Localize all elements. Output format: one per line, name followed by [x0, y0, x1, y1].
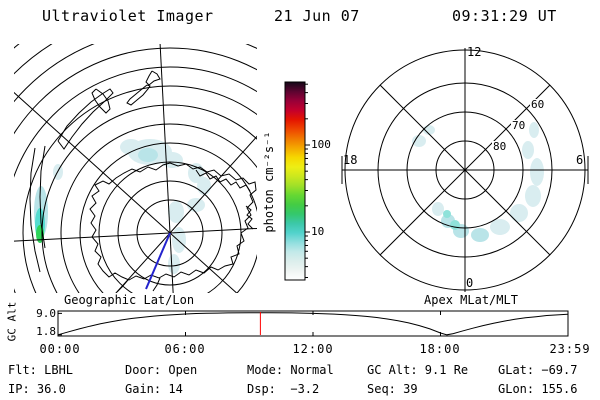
- geo-panel-title: Geographic Lat/Lon: [64, 293, 195, 307]
- satellite-track-line: [145, 232, 171, 290]
- mlt-label-12: 12: [467, 45, 482, 59]
- status-seq: Seq: 39: [367, 382, 418, 396]
- date-label: 21 Jun 07: [274, 7, 360, 25]
- lat-label-80: 80: [492, 140, 508, 153]
- status-flt: Flt: LBHL: [8, 363, 74, 377]
- status-gain: Gain: 14: [125, 382, 183, 396]
- app-title: Ultraviolet Imager: [42, 7, 214, 25]
- mlt-label-0: 0: [466, 276, 474, 290]
- status-door: Door: Open: [125, 363, 198, 377]
- status-dsp: Dsp: −3.2: [247, 382, 320, 396]
- colorbar-units-label: photon cm⁻²s⁻¹: [262, 131, 276, 233]
- xtick-0000: 00:00: [39, 342, 81, 356]
- status-glon: GLon: 155.6: [498, 382, 578, 396]
- xtick-1200: 12:00: [292, 342, 334, 356]
- ytick-bottom: 1.8: [36, 325, 56, 338]
- status-mode: Mode: Normal: [247, 363, 334, 377]
- colorbar-tick-10: 10: [311, 225, 325, 238]
- geo-map: [14, 44, 257, 293]
- colorbar-graphic: [284, 81, 310, 281]
- status-gcalt: GC Alt: 9.1 Re: [367, 363, 469, 377]
- gc-alt-axis-label: GC Alt: [5, 301, 19, 342]
- xtick-2359: 23:59: [549, 342, 591, 356]
- strip-chart: [57, 310, 569, 337]
- apex-panel-title: Apex MLat/MLT: [424, 293, 518, 307]
- xtick-0600: 06:00: [164, 342, 206, 356]
- time-label: 09:31:29 UT: [452, 7, 557, 25]
- lat-label-60: 60: [530, 98, 546, 111]
- mlt-label-18: 18: [343, 153, 358, 167]
- apex-plot: [341, 48, 589, 292]
- lat-label-70: 70: [511, 119, 527, 132]
- status-glat: GLat: −69.7: [498, 363, 578, 377]
- status-ip: IP: 36.0: [8, 382, 66, 396]
- gc-alt-curve: [57, 312, 568, 336]
- mlt-label-6: 6: [576, 153, 584, 167]
- xtick-1800: 18:00: [419, 342, 461, 356]
- colorbar-tick-100: 100: [311, 138, 331, 151]
- ytick-top: 9.0: [36, 307, 56, 320]
